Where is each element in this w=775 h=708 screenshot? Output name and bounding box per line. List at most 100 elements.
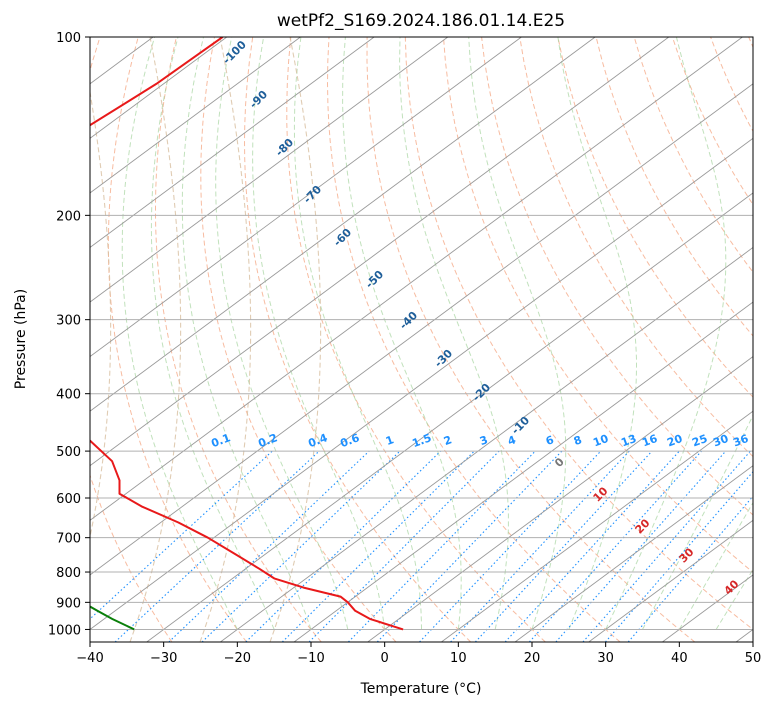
temperature-profile bbox=[90, 37, 404, 631]
y-tick-label: 300 bbox=[56, 314, 81, 329]
y-tick-label: 200 bbox=[56, 209, 81, 224]
mixing-ratio-label: 10 bbox=[591, 432, 610, 450]
profiles bbox=[90, 37, 404, 631]
y-tick-label: 1000 bbox=[48, 623, 81, 638]
mixing-ratio-line bbox=[528, 450, 702, 642]
isotherm-line bbox=[90, 37, 670, 467]
isotherm-line bbox=[514, 465, 753, 642]
mixing-ratio-label: 0.4 bbox=[306, 431, 329, 450]
background-lines bbox=[90, 37, 753, 642]
mixing-ratio-line bbox=[245, 450, 441, 642]
moist-adiabat-line bbox=[293, 37, 422, 630]
mixing-ratio-label: 4 bbox=[506, 433, 518, 448]
y-tick-label: 900 bbox=[56, 596, 81, 611]
isotherm-line bbox=[90, 37, 522, 358]
y-tick-label: 600 bbox=[56, 492, 81, 507]
mixing-ratio-line bbox=[90, 450, 273, 620]
dry-adiabat-line bbox=[404, 37, 753, 631]
moist-adiabat-line bbox=[181, 37, 312, 630]
isotherm-line bbox=[90, 83, 753, 576]
mixing-ratio-label: 30 bbox=[711, 432, 730, 450]
mixing-ratio-label: 0.2 bbox=[256, 431, 279, 450]
moist-adiabat-line bbox=[557, 37, 637, 630]
plot-frame bbox=[89, 36, 754, 643]
x-tick-label: −30 bbox=[150, 651, 177, 666]
mixing-ratio-label: 25 bbox=[690, 432, 709, 449]
y-axis-label: Pressure (hPa) bbox=[13, 289, 29, 389]
x-tick-label: 40 bbox=[671, 651, 688, 666]
isotherm-line bbox=[90, 37, 228, 139]
y-tick-label: 800 bbox=[56, 566, 81, 581]
moist-adiabat-line bbox=[468, 37, 567, 630]
dry-adiabat-line bbox=[243, 37, 472, 642]
dry-adiabat-line bbox=[326, 37, 621, 642]
mixing-ratio-line bbox=[474, 450, 653, 642]
dry-adiabat-line bbox=[286, 37, 546, 642]
y-tick-label: 500 bbox=[56, 445, 81, 460]
mixing-ratio-line bbox=[114, 450, 320, 642]
mixing-ratio-label: 1 bbox=[384, 433, 396, 448]
mixing-ratio-line bbox=[555, 450, 727, 642]
mixing-ratio-label: 20 bbox=[665, 432, 684, 450]
moist-adiabat-line bbox=[399, 37, 509, 630]
isotherm-line bbox=[367, 356, 753, 642]
mixing-ratio-label: 6 bbox=[544, 433, 556, 448]
x-tick-label: 0 bbox=[381, 651, 389, 666]
aux-curve bbox=[269, 37, 322, 642]
x-tick-label: −40 bbox=[76, 651, 103, 666]
x-tick-label: −10 bbox=[297, 651, 324, 666]
aux-curve bbox=[90, 89, 112, 540]
aux-curve bbox=[199, 37, 252, 642]
isotherm-line bbox=[90, 37, 743, 521]
moist-adiabat-line bbox=[252, 37, 386, 630]
grid bbox=[90, 37, 753, 642]
y-ticks: 1000 900 800 700 600 500 400 300 200 100 bbox=[48, 31, 90, 638]
dry-adiabat-line bbox=[519, 37, 753, 458]
x-ticks: −40 −30 −20 −10 0 10 20 30 40 50 bbox=[76, 642, 761, 666]
x-tick-label: 30 bbox=[597, 651, 614, 666]
mixing-ratio-label: 3 bbox=[478, 433, 490, 448]
isotherm-line bbox=[293, 301, 753, 642]
dry-adiabat-line bbox=[155, 37, 322, 642]
dry-adiabat-line bbox=[90, 37, 173, 642]
mixing-ratio-label: 2 bbox=[442, 433, 454, 448]
isotherm-line bbox=[90, 37, 449, 303]
isotherm-line bbox=[90, 37, 375, 249]
y-tick-label: 400 bbox=[56, 388, 81, 403]
mixing-ratio-label: 36 bbox=[731, 432, 750, 450]
x-axis-label: Temperature (°C) bbox=[360, 681, 482, 697]
moist-adiabat-line bbox=[715, 568, 753, 630]
mixing-ratio-line bbox=[201, 450, 401, 642]
isotherm-line bbox=[90, 37, 301, 194]
isotherm-line bbox=[146, 192, 753, 642]
x-tick-label: 20 bbox=[524, 651, 541, 666]
moist-adiabat-line bbox=[150, 37, 275, 630]
mixing-ratio-label: 13 bbox=[619, 432, 638, 449]
mixing-ratio-label: 8 bbox=[572, 433, 584, 448]
dry-adiabat-line bbox=[107, 37, 247, 642]
mixing-ratio-label: 0.6 bbox=[338, 431, 361, 450]
moist-adiabat-line bbox=[605, 37, 727, 630]
mixing-ratio-label: 1.5 bbox=[410, 431, 433, 450]
isotherm-line bbox=[588, 519, 753, 642]
x-tick-label: 10 bbox=[450, 651, 467, 666]
mixing-ratio-line bbox=[504, 450, 680, 642]
mixing-ratio-line bbox=[308, 450, 500, 642]
dry-adiabat-line bbox=[443, 37, 753, 573]
isotherm-line bbox=[220, 246, 753, 642]
isotherm-line bbox=[90, 37, 596, 412]
chart-title: wetPf2_S169.2024.186.01.14.E25 bbox=[277, 11, 565, 31]
moist-adiabat-line bbox=[678, 501, 753, 630]
x-tick-label: −20 bbox=[224, 651, 251, 666]
x-tick-label: 50 bbox=[745, 651, 762, 666]
mixing-ratio-label: 0.1 bbox=[209, 431, 232, 450]
moist-adiabat-line bbox=[215, 37, 349, 630]
isotherm-line bbox=[441, 410, 753, 642]
isotherm-line bbox=[90, 137, 753, 631]
mixing-ratio-line bbox=[376, 450, 563, 642]
aux-curve bbox=[129, 37, 182, 642]
moist-adiabat-line bbox=[121, 37, 238, 630]
mixing-ratio-line bbox=[281, 450, 475, 642]
mixing-ratio-line bbox=[347, 450, 536, 642]
